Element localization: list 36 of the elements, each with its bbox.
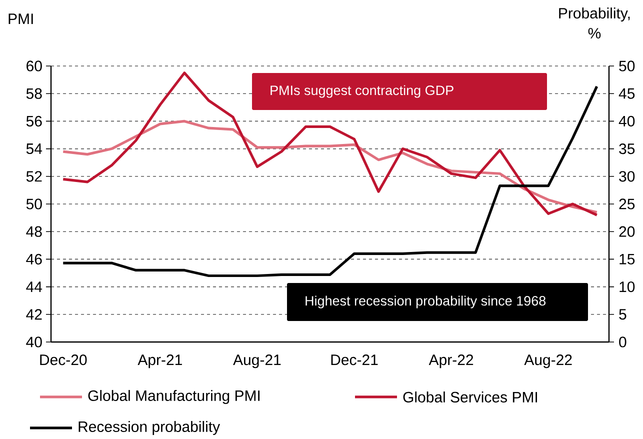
legend-label: Recession probability [78,420,220,435]
y2-tick-label: 5 [619,309,626,320]
y-tick-label: 40 [26,336,42,348]
y-tick-label: 44 [26,282,42,292]
x-tick-label: Apr-21 [138,354,182,368]
x-tick-label: Apr-22 [428,354,474,368]
y-tick-label: 46 [26,254,42,264]
x-tick-label: Dec-20 [40,354,87,366]
x-tick-label: Dec-21 [331,354,378,366]
y-tick-label: 60 [26,60,42,72]
y-tick-label: 56 [26,116,42,126]
y2-tick-label: 40 [618,116,635,126]
legend-label: Global Manufacturing PMI [88,390,260,404]
y2-tick-label: 25 [619,198,635,210]
y-tick-label: 50 [26,198,42,210]
y2-tick-label: 50 [619,60,635,72]
x-tick-label: Aug-21 [233,354,281,368]
y2-axis-title: Probability, % [559,8,630,38]
y-tick-label: 58 [26,88,42,99]
y-tick-label: 54 [26,144,42,154]
y2-tick-label: 0 [619,336,626,348]
y-tick-label: 42 [26,309,42,320]
y2-tick-label: 35 [619,143,635,154]
annotation: Highest recession probability since 1968 [306,296,546,308]
line-series [62,72,598,216]
x-tick-label: Aug-22 [524,354,572,368]
annotation: PMIs suggest contracting GDP [270,85,454,98]
y2-tick-label: 15 [620,254,635,264]
y-tick-label: 48 [26,226,42,237]
y-tick-label: 52 [26,171,42,182]
y2-tick-label: 20 [619,226,635,237]
y2-tick-label: 30 [619,171,635,182]
y2-tick-label: 10 [620,281,635,292]
legend-label: Global Services PMI [403,391,537,402]
y2-tick-label: 45 [618,88,635,99]
y-axis-title: PMI [8,14,33,24]
